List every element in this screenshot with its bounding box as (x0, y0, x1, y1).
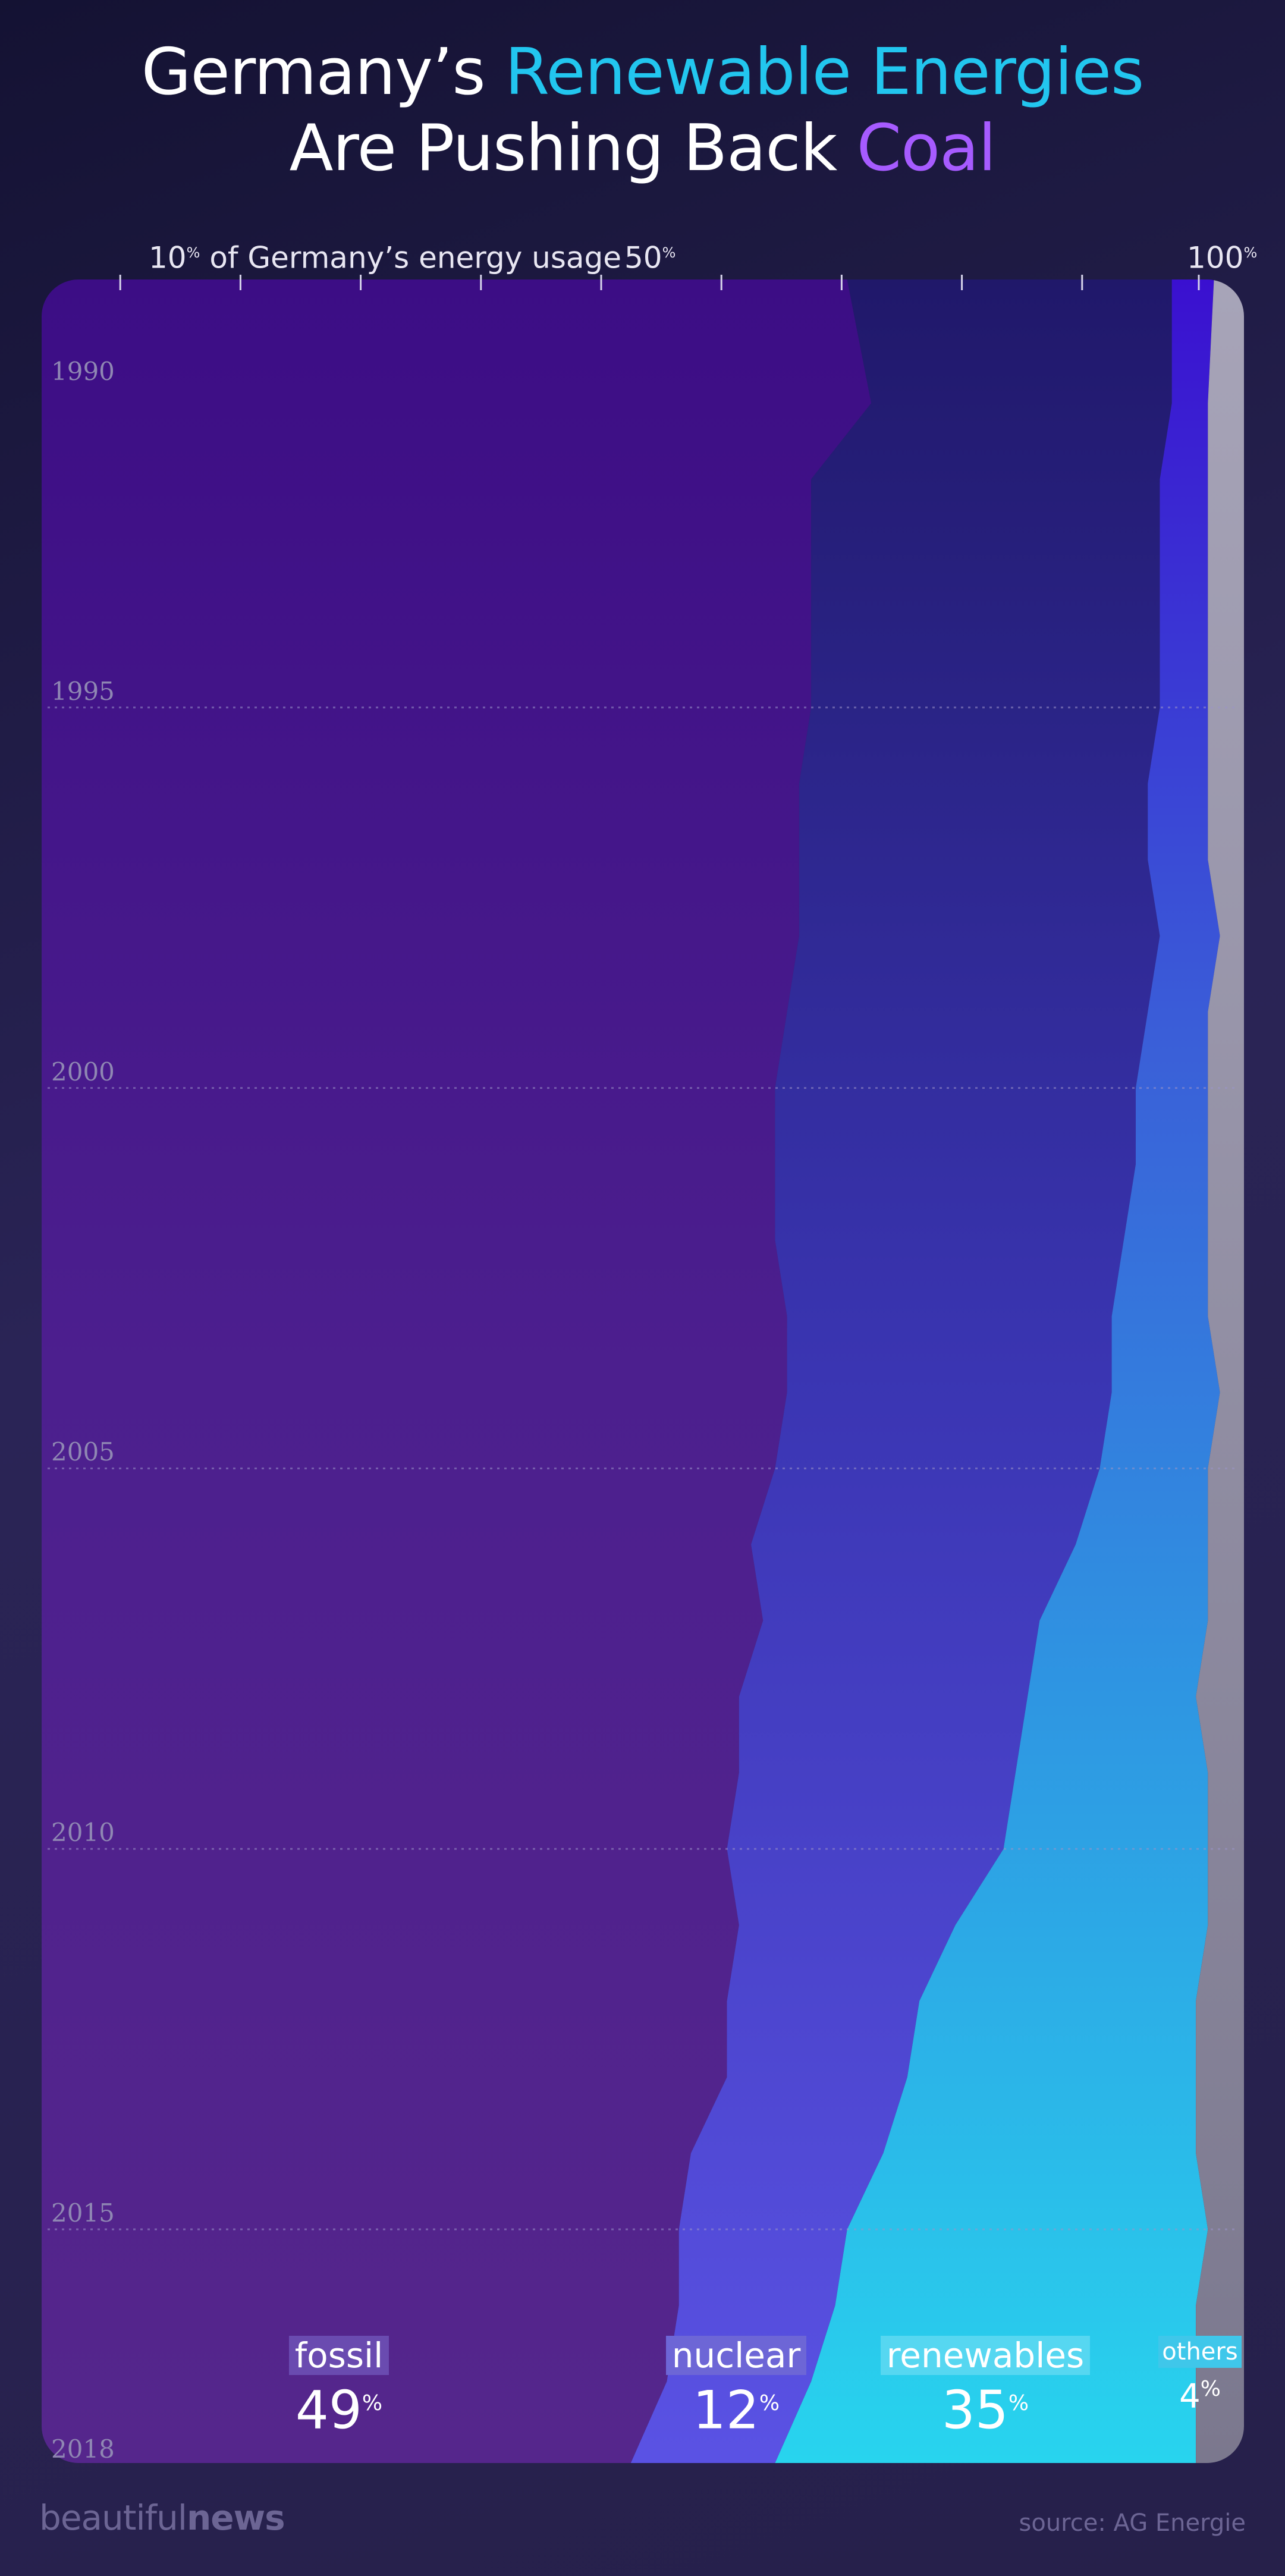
year-label-2005: 2005 (51, 1437, 115, 1467)
year-label-2015: 2015 (51, 2198, 115, 2228)
area-fossil (42, 279, 872, 2463)
label-value-nuclear: 12% (692, 2379, 780, 2441)
title-highlight-renewables: Renewable Energies (505, 35, 1144, 109)
page-title: Germany’s Renewable Energies Are Pushing… (141, 35, 1145, 186)
brand-logo: beautifulnews (39, 2498, 285, 2538)
label-value-others: 4% (1179, 2377, 1221, 2416)
label-nuclear: nuclear 12% (611, 2336, 861, 2439)
tick-label-50: 50% (624, 240, 676, 275)
year-label-1995: 1995 (51, 676, 115, 706)
year-label-2000: 2000 (51, 1057, 115, 1086)
tick-label-100: 100% (1187, 240, 1258, 275)
year-label-1990: 1990 (51, 357, 115, 386)
source-note: source: AG Energie (1019, 2509, 1246, 2537)
area-renewables (775, 279, 1220, 2463)
year-label-2010: 2010 (51, 1818, 115, 1848)
label-name-renewables: renewables (880, 2336, 1091, 2375)
label-value-fossil: 49% (295, 2379, 383, 2441)
label-renewables: renewables 35% (860, 2336, 1110, 2439)
label-others: others 4% (1155, 2336, 1245, 2418)
label-name-fossil: fossil (288, 2336, 389, 2375)
axis-caption: 10% of Germany’s energy usage (149, 240, 622, 275)
title-highlight-coal: Coal (856, 111, 997, 186)
area-others (1196, 279, 1244, 2463)
year-label-2018: 2018 (51, 2434, 115, 2464)
label-fossil: fossil 49% (214, 2336, 464, 2439)
label-value-renewables: 35% (941, 2379, 1029, 2441)
label-name-others: others (1158, 2336, 1242, 2368)
area-nuclear (630, 279, 1172, 2463)
label-name-nuclear: nuclear (665, 2336, 807, 2375)
